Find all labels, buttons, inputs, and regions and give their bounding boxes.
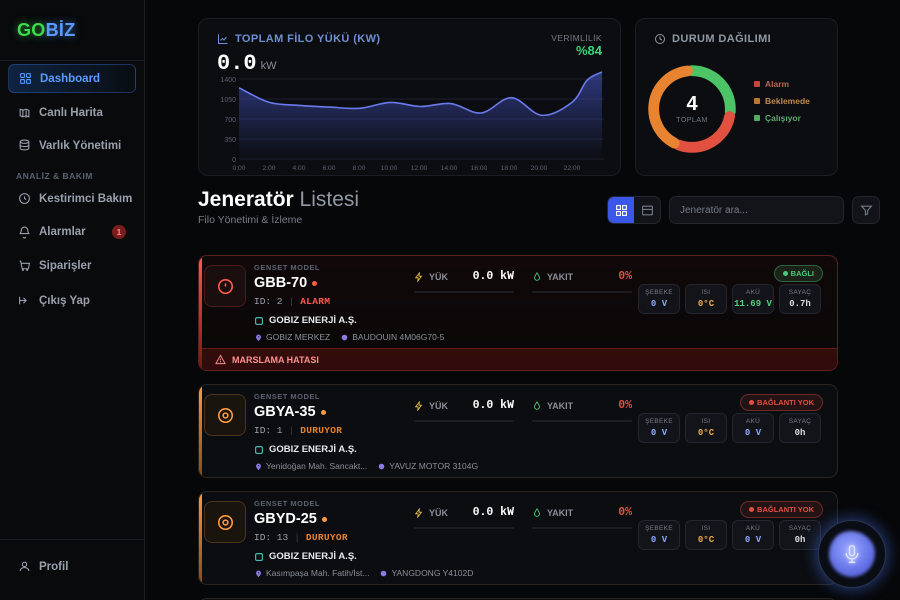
svg-text:350: 350 bbox=[224, 137, 236, 144]
svg-text:4:00: 4:00 bbox=[292, 165, 305, 172]
svg-text:0:00: 0:00 bbox=[232, 165, 245, 172]
svg-text:10:00: 10:00 bbox=[381, 165, 398, 172]
svg-text:0: 0 bbox=[232, 157, 236, 164]
svg-text:14:00: 14:00 bbox=[441, 165, 458, 172]
svg-text:12:00: 12:00 bbox=[411, 165, 428, 172]
svg-text:700: 700 bbox=[224, 117, 236, 124]
svg-text:1050: 1050 bbox=[220, 97, 236, 104]
svg-text:20:00: 20:00 bbox=[531, 165, 548, 172]
svg-text:18:00: 18:00 bbox=[501, 165, 518, 172]
svg-text:22:00: 22:00 bbox=[564, 165, 581, 172]
svg-text:16:00: 16:00 bbox=[471, 165, 488, 172]
svg-text:8:00: 8:00 bbox=[352, 165, 365, 172]
svg-text:1400: 1400 bbox=[220, 77, 236, 84]
svg-text:6:00: 6:00 bbox=[322, 165, 335, 172]
svg-text:2:00: 2:00 bbox=[262, 165, 275, 172]
